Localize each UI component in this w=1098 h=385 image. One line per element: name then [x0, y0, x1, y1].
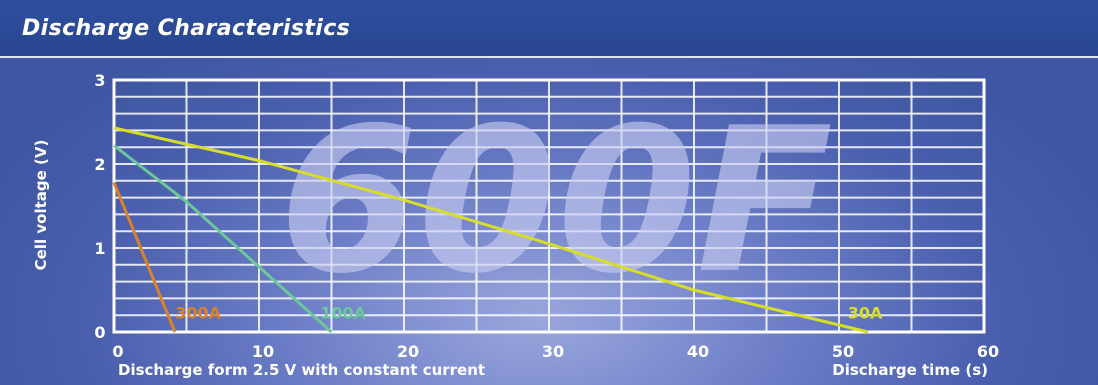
chart-title: Discharge Characteristics [22, 16, 351, 41]
x-tick-label: 60 [977, 342, 999, 361]
series-label-100a: 100A [320, 304, 366, 323]
series-group [112, 126, 869, 334]
x-tick-labels: 0 10 20 30 40 50 60 [112, 342, 999, 361]
x-tick-label: 10 [252, 342, 274, 361]
x-tick-label: 40 [687, 342, 709, 361]
y-tick-labels: 0 1 2 3 [94, 71, 105, 342]
y-axis-label: Cell voltage (V) [32, 140, 50, 271]
series-label-300a: 300A [175, 304, 221, 323]
series-line-100a [113, 144, 333, 334]
series-line-30a [113, 126, 869, 334]
watermark-600f: 600F [279, 85, 833, 318]
series-line-300a [112, 181, 177, 333]
x-axis-label: Discharge time (s) [832, 361, 988, 379]
x-axis-label-left: Discharge form 2.5 V with constant curre… [118, 361, 485, 379]
chart-header: Discharge Characteristics [0, 0, 1098, 58]
series-labels: 300A 100A 30A [175, 304, 883, 323]
y-tick-label: 3 [94, 71, 105, 90]
y-tick-label: 1 [94, 239, 105, 258]
y-tick-label: 2 [94, 155, 105, 174]
x-tick-label: 0 [112, 342, 123, 361]
grid-lines [114, 80, 984, 332]
y-tick-label: 0 [94, 323, 105, 342]
series-label-30a: 30A [848, 304, 883, 323]
x-tick-label: 30 [542, 342, 564, 361]
x-tick-label: 20 [397, 342, 419, 361]
x-tick-label: 50 [832, 342, 854, 361]
